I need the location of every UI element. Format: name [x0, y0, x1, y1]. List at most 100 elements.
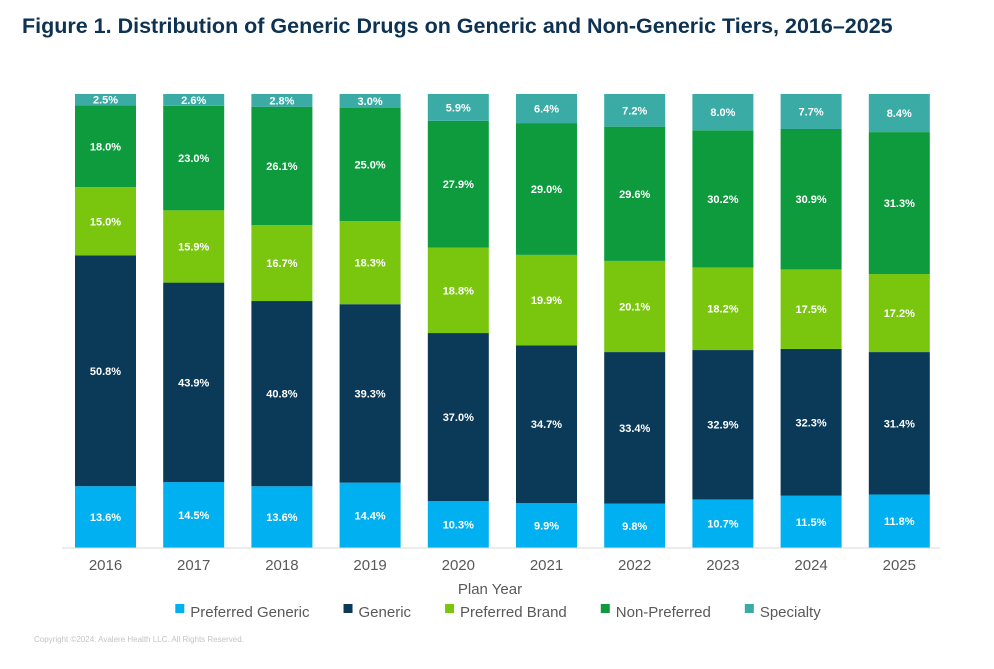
x-tick-label-2025: 2025: [883, 557, 916, 574]
data-label: 31.4%: [884, 418, 915, 430]
bar-segment-specialty-2020: [427, 94, 489, 121]
bar-segment-preferred-brand-2019: [339, 221, 401, 305]
data-label: 17.2%: [884, 308, 915, 320]
legend-item-preferred-brand: Preferred Brand: [445, 604, 567, 621]
data-label: 34.7%: [531, 419, 562, 431]
data-label: 15.0%: [90, 216, 121, 228]
data-label: 18.0%: [90, 141, 121, 153]
data-label: 31.3%: [884, 198, 915, 210]
bar-segment-specialty-2025: [868, 94, 930, 133]
data-label: 43.9%: [178, 377, 209, 389]
legend-item-specialty: Specialty: [744, 604, 821, 621]
bar-segment-specialty-2021: [516, 94, 577, 124]
legend-label: Generic: [359, 604, 412, 621]
data-label: 14.5%: [178, 510, 209, 522]
data-label: 32.9%: [707, 420, 738, 432]
data-label: 25.0%: [354, 159, 385, 171]
legend-swatch: [744, 604, 754, 613]
data-label: 10.7%: [707, 519, 738, 531]
bar-segment-preferred-generic-2021: [516, 503, 577, 548]
legend-swatch: [343, 604, 353, 613]
bar-segment-generic-2024: [780, 348, 842, 496]
chart-title: Figure 1. Distribution of Generic Drugs …: [22, 14, 893, 38]
x-tick-label-2022: 2022: [618, 557, 651, 574]
data-label: 6.4%: [534, 104, 559, 116]
bar-segment-preferred-generic-2024: [780, 495, 842, 548]
x-tick-label-2019: 2019: [353, 557, 386, 574]
bar-segment-preferred-generic-2023: [692, 499, 754, 548]
data-label: 11.5%: [796, 517, 827, 529]
bar-segment-generic-2023: [692, 350, 754, 500]
bar-segment-non-preferred-2025: [868, 132, 930, 275]
data-label: 13.6%: [90, 512, 121, 524]
data-label: 2.5%: [93, 95, 118, 107]
x-tick-label-2023: 2023: [706, 557, 739, 574]
data-label: 7.2%: [622, 105, 647, 117]
data-label: 2.8%: [269, 95, 294, 107]
bar-segment-generic-2025: [868, 352, 930, 495]
bar-segment-non-preferred-2016: [75, 105, 136, 188]
data-label: 5.9%: [446, 102, 471, 114]
legend-label: Specialty: [760, 604, 821, 621]
data-label: 9.9%: [534, 521, 559, 533]
bar-segment-specialty-2016: [75, 94, 136, 106]
bar-segment-specialty-2017: [163, 94, 225, 106]
bar-segment-specialty-2024: [780, 94, 842, 129]
data-label: 18.2%: [707, 304, 738, 316]
x-tick-label-2024: 2024: [794, 557, 827, 574]
bars-layer: [75, 94, 930, 548]
data-label: 11.8%: [884, 516, 915, 528]
bar-segment-preferred-brand-2025: [868, 274, 930, 353]
bar-segment-specialty-2019: [339, 94, 401, 108]
data-labels-layer: 13.6% 50.8% 15.0% 18.0% 2.5% 14.5% 43.9% 15.9% 2…: [90, 95, 915, 533]
legend-swatch: [445, 604, 455, 613]
legend-swatch: [600, 604, 610, 613]
data-label: 33.4%: [619, 423, 650, 435]
data-label: 16.7%: [266, 258, 297, 270]
bar-segment-non-preferred-2022: [604, 126, 666, 261]
data-label: 26.1%: [266, 161, 297, 173]
bar-segment-preferred-generic-2018: [251, 486, 313, 548]
bar-segment-preferred-brand-2024: [780, 269, 842, 349]
data-label: 18.8%: [443, 285, 474, 297]
bar-segment-generic-2016: [75, 255, 136, 487]
bar-segment-preferred-generic-2017: [163, 482, 225, 548]
bar-segment-non-preferred-2019: [339, 107, 401, 222]
bar-segment-preferred-generic-2020: [427, 501, 489, 548]
bar-segment-preferred-brand-2017: [163, 210, 225, 283]
bar-segment-preferred-brand-2022: [604, 260, 666, 353]
legend-label: Preferred Brand: [460, 604, 567, 621]
data-label: 8.4%: [887, 108, 912, 120]
bar-segment-generic-2018: [251, 301, 313, 487]
bar-segment-non-preferred-2024: [780, 128, 842, 270]
data-label: 8.0%: [710, 107, 735, 119]
data-label: 30.9%: [795, 194, 826, 206]
bar-segment-preferred-brand-2020: [427, 247, 489, 334]
bar-segment-generic-2017: [163, 282, 225, 483]
data-label: 39.3%: [354, 388, 385, 400]
bar-segment-non-preferred-2021: [516, 123, 577, 255]
bar-segment-preferred-brand-2023: [692, 267, 754, 351]
legend-label: Non-Preferred: [616, 604, 711, 621]
data-label: 37.0%: [443, 412, 474, 424]
bar-segment-generic-2022: [604, 352, 666, 504]
data-label: 9.8%: [622, 521, 647, 533]
data-label: 17.5%: [795, 304, 826, 316]
bar-segment-non-preferred-2023: [692, 130, 754, 268]
copyright-notice: Copyright ©2024. Avalere Health LLC. All…: [34, 635, 244, 644]
legend-swatch: [175, 604, 185, 613]
data-label: 13.6%: [266, 512, 297, 524]
data-label: 3.0%: [358, 96, 383, 108]
bar-segment-preferred-generic-2022: [604, 503, 666, 548]
bar-segment-specialty-2022: [604, 94, 666, 127]
bar-segment-preferred-generic-2016: [75, 486, 136, 548]
bar-segment-preferred-generic-2025: [868, 494, 930, 548]
x-axis-title: Plan Year: [458, 581, 522, 598]
x-tick-label-2017: 2017: [177, 557, 210, 574]
data-label: 50.8%: [90, 366, 121, 378]
bar-segment-specialty-2018: [251, 94, 313, 107]
x-tick-label-2016: 2016: [89, 557, 122, 574]
data-label: 19.9%: [531, 295, 562, 307]
bar-segment-non-preferred-2020: [427, 120, 489, 248]
